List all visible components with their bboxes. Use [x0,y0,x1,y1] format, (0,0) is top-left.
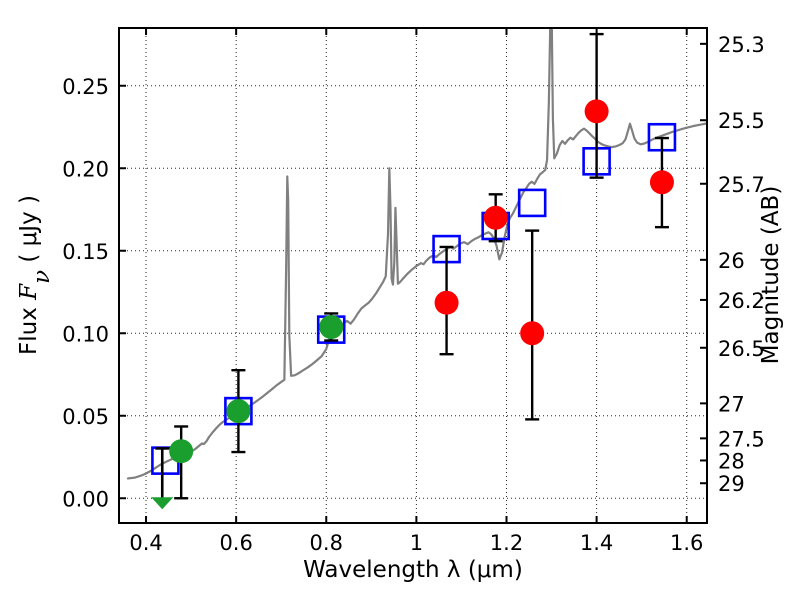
y-tick-label-right: 29 [718,472,745,496]
nir-data-point [520,321,545,346]
x-tick-label: 1 [410,531,423,555]
y-tick-label-right: 27.5 [718,427,765,451]
y-tick-label-right: 25.5 [718,109,765,133]
x-tick-label: 0.8 [310,531,343,555]
axis-ticks [119,28,707,523]
nir-data-point [584,99,609,124]
x-tick-label: 1.4 [580,531,613,555]
nir-data-point [649,170,674,195]
x-axis-title: Wavelength λ (μm) [303,557,523,583]
y-tick-label-left: 0.25 [62,75,109,99]
y-tick-label-left: 0.20 [62,157,109,181]
y-tick-label-right: 25.3 [718,33,765,57]
optical-data-point [169,439,194,464]
optical-data-point [226,399,251,424]
y-tick-label-right: 26.2 [718,289,765,313]
y-tick-label-left: 0.15 [62,240,109,264]
data-layer [126,28,707,510]
optical-data-point [319,314,344,339]
x-tick-label: 1.6 [670,531,703,555]
y-tick-label-right: 27 [718,392,745,416]
y-tick-label-left: 0.10 [62,322,109,346]
plot-background [119,28,707,523]
x-tick-label: 0.6 [219,531,252,555]
x-tick-label: 0.4 [129,531,162,555]
nir-data-point [434,290,459,315]
y-tick-label-left: 0.00 [62,487,109,511]
y-tick-label-right: 26 [718,249,745,273]
y-axis-title-right: Magnitude (AB) [758,186,784,365]
upper-limit-triangle-marker [151,497,174,510]
x-tick-label: 1.2 [490,531,523,555]
y-tick-label-right: 25.7 [718,173,765,197]
y-tick-label-right: 28 [718,449,745,473]
y-tick-label-right: 26.5 [718,337,765,361]
grid [119,28,707,523]
axes-frame [118,27,708,524]
y-tick-label-left: 0.05 [62,405,109,429]
model-photometry-square [517,188,547,218]
y-axis-title-left: Flux Fν ( μJy ) [16,195,55,355]
nir-data-point [483,205,508,230]
